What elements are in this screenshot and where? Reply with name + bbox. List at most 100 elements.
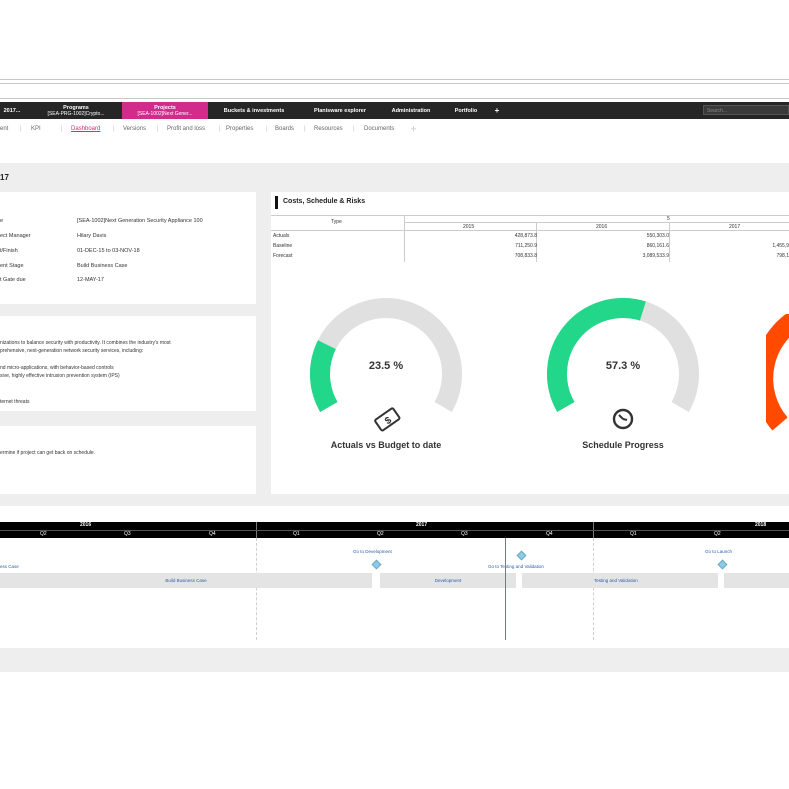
add-tab-button[interactable]: + bbox=[494, 105, 500, 115]
tab-profit-loss[interactable]: Profit and loss bbox=[167, 126, 206, 132]
description-line: sive, highly effective intrusion prevent… bbox=[0, 373, 120, 379]
quarter-label: Q4 bbox=[546, 531, 553, 537]
costs-panel: Costs, Schedule & Risks Type 5 2015 2016… bbox=[271, 192, 789, 494]
quarter-label: Q1 bbox=[293, 531, 300, 537]
row-label: Actuals bbox=[273, 233, 290, 239]
project-details-panel: e [SEA-1002]Next Generation Security App… bbox=[0, 192, 256, 304]
quarter-label: Q2 bbox=[40, 531, 47, 537]
nav-item-projects[interactable]: Projects [SEA-1002]Next Gener... bbox=[122, 102, 208, 119]
description-line: nizations to balance security with produ… bbox=[0, 340, 171, 346]
quarter-label: Q3 bbox=[461, 531, 468, 537]
tab-kpi[interactable]: KPI bbox=[31, 126, 41, 132]
nav-item-buckets[interactable]: Buckets & investments bbox=[223, 107, 285, 114]
quarter-label: Q2 bbox=[377, 531, 384, 537]
third-gauge-partial bbox=[766, 314, 789, 434]
description-panel: nizations to balance security with produ… bbox=[0, 316, 256, 411]
actuals-gauge bbox=[310, 298, 462, 412]
cell-value: 708,833.8 bbox=[514, 253, 537, 259]
year-label: 2018 bbox=[755, 522, 767, 528]
cell-value: 860,161.6 bbox=[646, 243, 669, 249]
quarter-label: Q3 bbox=[124, 531, 131, 537]
nav-item-explorer[interactable]: Planisware explorer bbox=[314, 107, 366, 114]
money-icon: $ bbox=[374, 407, 401, 432]
notes-panel: ermine if project can get back on schedu… bbox=[0, 426, 256, 494]
milestone-label: Go to Testing and Validation bbox=[488, 564, 544, 569]
row-label: Forecast bbox=[273, 253, 293, 259]
costs-table: Type 5 2015 2016 2017 Actuals 428,873.8 … bbox=[271, 215, 789, 263]
gauge-title: Schedule Progress bbox=[582, 440, 664, 450]
detail-label: ect Manager bbox=[0, 233, 31, 239]
quarter-label: Q4 bbox=[209, 531, 216, 537]
detail-value: Hilary Davis bbox=[77, 233, 107, 239]
tab-documents[interactable]: Documents bbox=[364, 126, 395, 132]
gauge-fill bbox=[547, 298, 646, 412]
tab-dashboard[interactable]: Dashboard bbox=[71, 126, 101, 132]
gauge-title: Actuals vs Budget to date bbox=[330, 440, 442, 450]
gauge-percent: 23.5 % bbox=[368, 360, 404, 372]
detail-label: t/Finish bbox=[0, 248, 18, 254]
detail-value: 01-DEC-15 to 03-NOV-18 bbox=[77, 248, 140, 254]
nav-item-administration[interactable]: Administration bbox=[391, 107, 431, 114]
year-label: 2017 bbox=[416, 522, 428, 528]
window-divider bbox=[0, 83, 789, 84]
tab-ent[interactable]: ent bbox=[0, 126, 9, 132]
notes-line: ermine if project can get back on schedu… bbox=[0, 450, 96, 456]
nav-item-programs[interactable]: Programs [SEA-PRG-1002]Crypto... bbox=[47, 104, 105, 117]
schedule-gauge bbox=[547, 298, 699, 412]
main-nav: 2017... Programs [SEA-PRG-1002]Crypto... … bbox=[0, 102, 789, 119]
detail-label: t Gate due bbox=[0, 277, 26, 283]
phase-label-left: ess Case bbox=[0, 564, 19, 569]
search-input[interactable]: Search... bbox=[703, 105, 789, 115]
tab-properties[interactable]: Properties bbox=[226, 126, 254, 132]
cell-value: 550,303.0 bbox=[646, 233, 669, 239]
year-header: 2016 bbox=[596, 224, 608, 230]
detail-label: ent Stage bbox=[0, 263, 24, 269]
tab-versions[interactable]: Versions bbox=[123, 126, 147, 132]
detail-label: e bbox=[0, 218, 4, 224]
nav-item-breadcrumb[interactable]: 2017... bbox=[3, 107, 21, 114]
quarter-label: Q2 bbox=[714, 531, 721, 537]
page-title: 17 bbox=[0, 173, 9, 182]
year-header: 2015 bbox=[463, 224, 475, 230]
cell-value: 1,455,9 bbox=[772, 243, 789, 249]
window-divider bbox=[0, 98, 789, 99]
today-line bbox=[505, 538, 506, 640]
phase-testing-validation[interactable]: Testing and Validation bbox=[522, 573, 718, 588]
gauge-fill bbox=[310, 340, 338, 412]
year-header: 2017 bbox=[729, 224, 741, 230]
detail-value: 12-MAY-17 bbox=[77, 277, 104, 283]
gauge-percent: 57.3 % bbox=[605, 360, 641, 372]
gauge-track bbox=[310, 298, 462, 412]
nav-item-portfolio[interactable]: Portfolio bbox=[454, 107, 478, 114]
description-line: prehensive, next-generation network secu… bbox=[0, 348, 144, 354]
add-subtab-icon[interactable]: ✢ bbox=[411, 127, 417, 133]
year-label: 2016 bbox=[80, 522, 92, 528]
cell-value: 3,089,533.9 bbox=[642, 253, 669, 259]
section-title: Costs, Schedule & Risks bbox=[283, 198, 366, 205]
description-line: nd micro-applications, with behavior-bas… bbox=[0, 365, 114, 371]
phase-development[interactable]: Development bbox=[380, 573, 516, 588]
timeline-header: 2016 2017 2018 Q2 Q3 Q4 Q1 Q2 Q3 Q4 Q1 Q… bbox=[0, 522, 789, 538]
group-header: 5 bbox=[667, 216, 670, 222]
phase-launch[interactable] bbox=[724, 573, 789, 588]
quarter-label: Q1 bbox=[630, 531, 637, 537]
section-marker bbox=[275, 196, 278, 209]
tab-resources[interactable]: Resources bbox=[314, 126, 343, 132]
phase-build-business-case[interactable]: Build Business Case bbox=[0, 573, 372, 588]
row-label: Baseline bbox=[273, 243, 293, 249]
milestone-label: Go to Launch bbox=[705, 549, 733, 554]
sub-tabs: ent | KPI | Dashboard | Versions | Profi… bbox=[0, 126, 417, 133]
description-line: ternet threats bbox=[0, 399, 30, 405]
clock-icon bbox=[612, 408, 634, 430]
footer-bar bbox=[0, 648, 789, 672]
svg-text:$: $ bbox=[383, 415, 394, 427]
milestone-label: Go to Development bbox=[353, 549, 392, 554]
tab-boards[interactable]: Boards bbox=[275, 126, 295, 132]
cell-value: 798,1 bbox=[776, 253, 789, 259]
detail-value: Build Business Case bbox=[77, 263, 128, 269]
window-divider bbox=[0, 79, 789, 80]
detail-value: [SEA-1002]Next Generation Security Appli… bbox=[77, 218, 203, 224]
cell-value: 711,250.9 bbox=[515, 243, 537, 249]
cell-value: 428,873.8 bbox=[514, 233, 537, 239]
type-header: Type bbox=[331, 219, 342, 225]
